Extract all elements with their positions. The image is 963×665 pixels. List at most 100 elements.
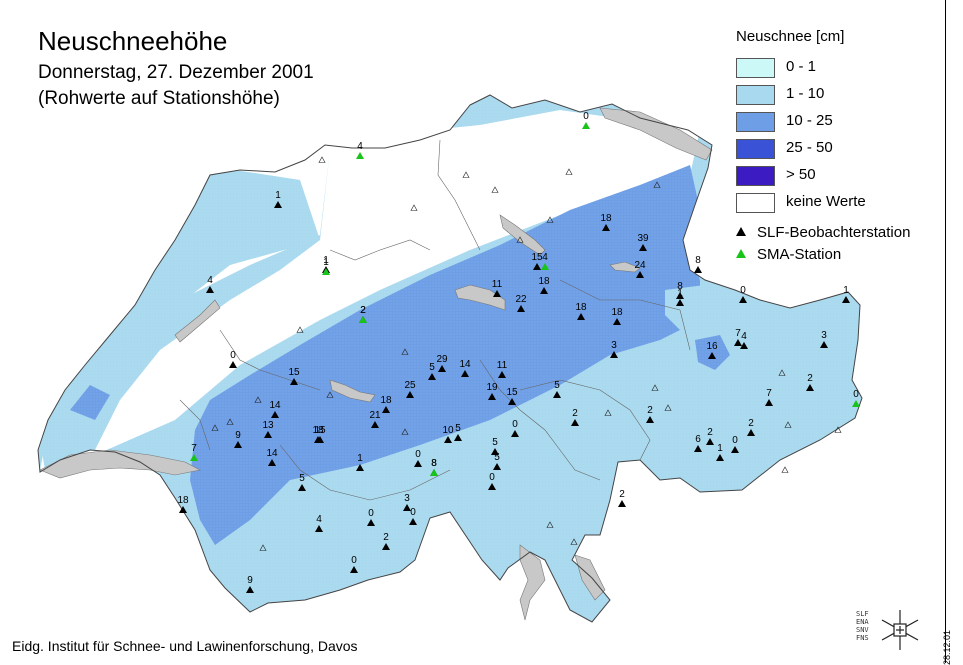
slf-station-marker — [403, 504, 411, 511]
legend-label: 1 - 10 — [786, 85, 825, 102]
slf-station-marker — [438, 365, 446, 372]
frame-line — [945, 0, 946, 663]
station-value-label: 18 — [575, 302, 587, 313]
slf-station-marker — [488, 483, 496, 490]
station-marker-unreported — [604, 409, 612, 416]
slf-logo — [881, 610, 919, 650]
lake-neuchatel — [174, 299, 221, 343]
sma-station-marker — [541, 263, 549, 270]
legend-swatch — [736, 166, 775, 186]
slf-station-marker — [618, 500, 626, 507]
station-value-label: 18 — [380, 395, 392, 406]
slf-station-marker — [676, 292, 684, 299]
station-value-label: 8 — [677, 281, 683, 292]
lake-lugano — [574, 554, 606, 601]
logo-line-3: SNV — [856, 626, 869, 634]
station-value-label: 22 — [515, 294, 527, 305]
station-value-label: 14 — [266, 448, 278, 459]
station-value-label: 14 — [269, 400, 281, 411]
sma-station-marker — [852, 400, 860, 407]
slf-station-marker — [716, 454, 724, 461]
station-value-label: 4 — [741, 331, 747, 342]
sma-triangle-icon — [736, 249, 746, 258]
station-value-label: 25 — [404, 380, 416, 391]
slf-station-marker — [508, 398, 516, 405]
slf-station-marker — [409, 518, 417, 525]
slf-station-marker — [454, 434, 462, 441]
slf-station-marker — [577, 313, 585, 320]
map-date: Donnerstag, 27. Dezember 2001 — [38, 62, 314, 83]
station-value-label: 1 — [357, 453, 363, 464]
station-marker-unreported — [834, 426, 842, 433]
slf-station-marker — [540, 287, 548, 294]
station-value-label: 1 — [323, 257, 329, 268]
station-value-label: 9 — [247, 575, 253, 586]
station-value-label: 29 — [436, 354, 448, 365]
station-value-label: 1 — [717, 443, 723, 454]
slf-station-marker — [842, 296, 850, 303]
station-value-label: 18 — [611, 307, 623, 318]
slf-station-marker — [271, 411, 279, 418]
station-value-label: 5 — [429, 362, 435, 373]
station-value-label: 2 — [572, 408, 578, 419]
station-marker-unreported — [784, 421, 792, 428]
station-value-label: 1 — [275, 190, 281, 201]
station-value-label: 1 — [843, 285, 849, 296]
slf-station-marker — [706, 438, 714, 445]
sma-station-marker — [582, 122, 590, 129]
slf-station-marker — [315, 525, 323, 532]
station-marker-unreported — [651, 384, 659, 391]
station-value-label: 0 — [415, 449, 421, 460]
station-value-label: 5 — [455, 423, 461, 434]
slf-station-marker — [234, 441, 242, 448]
station-marker-unreported — [296, 326, 304, 333]
slf-station-marker — [246, 586, 254, 593]
slf-station-marker — [491, 448, 499, 455]
lake-thun — [329, 379, 376, 403]
station-marker-unreported — [653, 181, 661, 188]
legend-label: keine Werte — [786, 193, 866, 210]
station-value-label: 18 — [600, 213, 612, 224]
sma-station-marker — [359, 316, 367, 323]
station-value-label: 15 — [288, 367, 300, 378]
slf-station-marker — [765, 399, 773, 406]
slf-station-marker — [488, 393, 496, 400]
station-value-label: 0 — [583, 111, 589, 122]
station-value-label: 10 — [442, 425, 454, 436]
slf-station-marker — [382, 543, 390, 550]
station-value-label: 8 — [431, 458, 437, 469]
legend-label: 10 - 25 — [786, 112, 833, 129]
station-value-label: 3 — [404, 493, 410, 504]
slf-station-marker — [708, 352, 716, 359]
station-value-label: 8 — [431, 458, 437, 469]
station-value-label: 0 — [732, 435, 738, 446]
station-value-label: 15 — [531, 252, 543, 263]
station-value-label: 1 — [323, 255, 329, 266]
slf-station-marker — [676, 299, 684, 306]
slf-station-marker — [406, 391, 414, 398]
station-value-label: 2 — [360, 305, 366, 316]
logo-line-4: FNS — [856, 634, 869, 642]
station-marker-unreported — [462, 171, 470, 178]
slf-station-marker — [602, 224, 610, 231]
legend-swatch — [736, 58, 775, 78]
station-value-label: 0 — [410, 507, 416, 518]
station-marker-unreported — [401, 348, 409, 355]
station-marker-unreported — [565, 168, 573, 175]
station-value-label: 0 — [853, 389, 859, 400]
slf-station-marker — [571, 419, 579, 426]
slf-station-marker — [371, 421, 379, 428]
lake-constance — [599, 107, 713, 161]
station-value-label: 13 — [262, 420, 274, 431]
station-marker-unreported — [254, 396, 262, 403]
slf-station-marker — [290, 378, 298, 385]
sma-station-marker — [356, 152, 364, 159]
legend-swatch — [736, 85, 775, 105]
station-marker-unreported — [318, 156, 326, 163]
slf-station-marker — [820, 341, 828, 348]
slf-station-marker — [414, 460, 422, 467]
station-value-label: 2 — [807, 373, 813, 384]
credit-line: Eidg. Institut für Schnee- und Lawinenfo… — [12, 638, 358, 654]
station-value-label: 8 — [695, 255, 701, 266]
slf-station-marker — [636, 271, 644, 278]
